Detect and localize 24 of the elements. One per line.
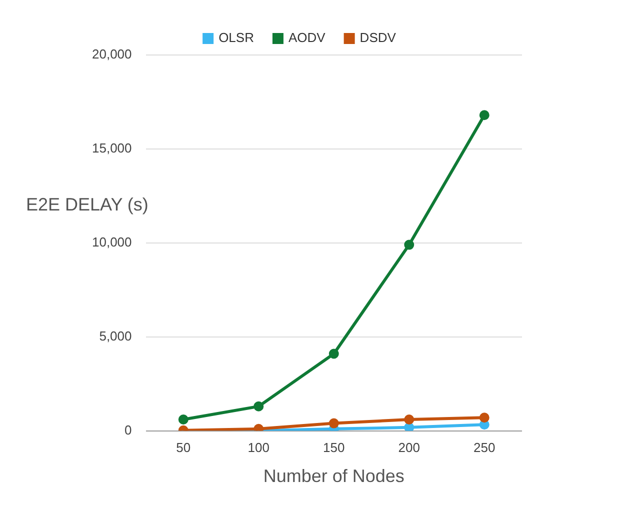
point (404, 240, 414, 250)
point (254, 401, 264, 412)
x-tick-label: 100 (248, 440, 270, 456)
x-tick-label: 50 (176, 440, 191, 456)
x-tick-label: 150 (323, 440, 345, 456)
y-tick-label: 10,000 (92, 234, 132, 250)
point (328, 418, 339, 428)
point (404, 422, 414, 431)
point (178, 414, 188, 425)
y-tick-label: 0 (124, 422, 132, 438)
y-tick-label: 20,000 (92, 46, 132, 62)
x-tick-label: 200 (398, 440, 420, 456)
legend-label: AODV (288, 30, 326, 46)
x-axis-title: Number of Nodes (263, 466, 404, 486)
y-tick-label: 15,000 (92, 140, 132, 156)
point (328, 348, 339, 359)
point (479, 110, 490, 120)
x-tick-label: 250 (474, 440, 496, 456)
legend-label: OLSR (218, 30, 254, 46)
y-tick-label: 5,000 (99, 328, 132, 344)
y-axis-title: E2E DELAY (s) (26, 194, 148, 214)
legend-label: DSDV (360, 30, 396, 46)
point (479, 412, 490, 423)
point (404, 414, 414, 425)
